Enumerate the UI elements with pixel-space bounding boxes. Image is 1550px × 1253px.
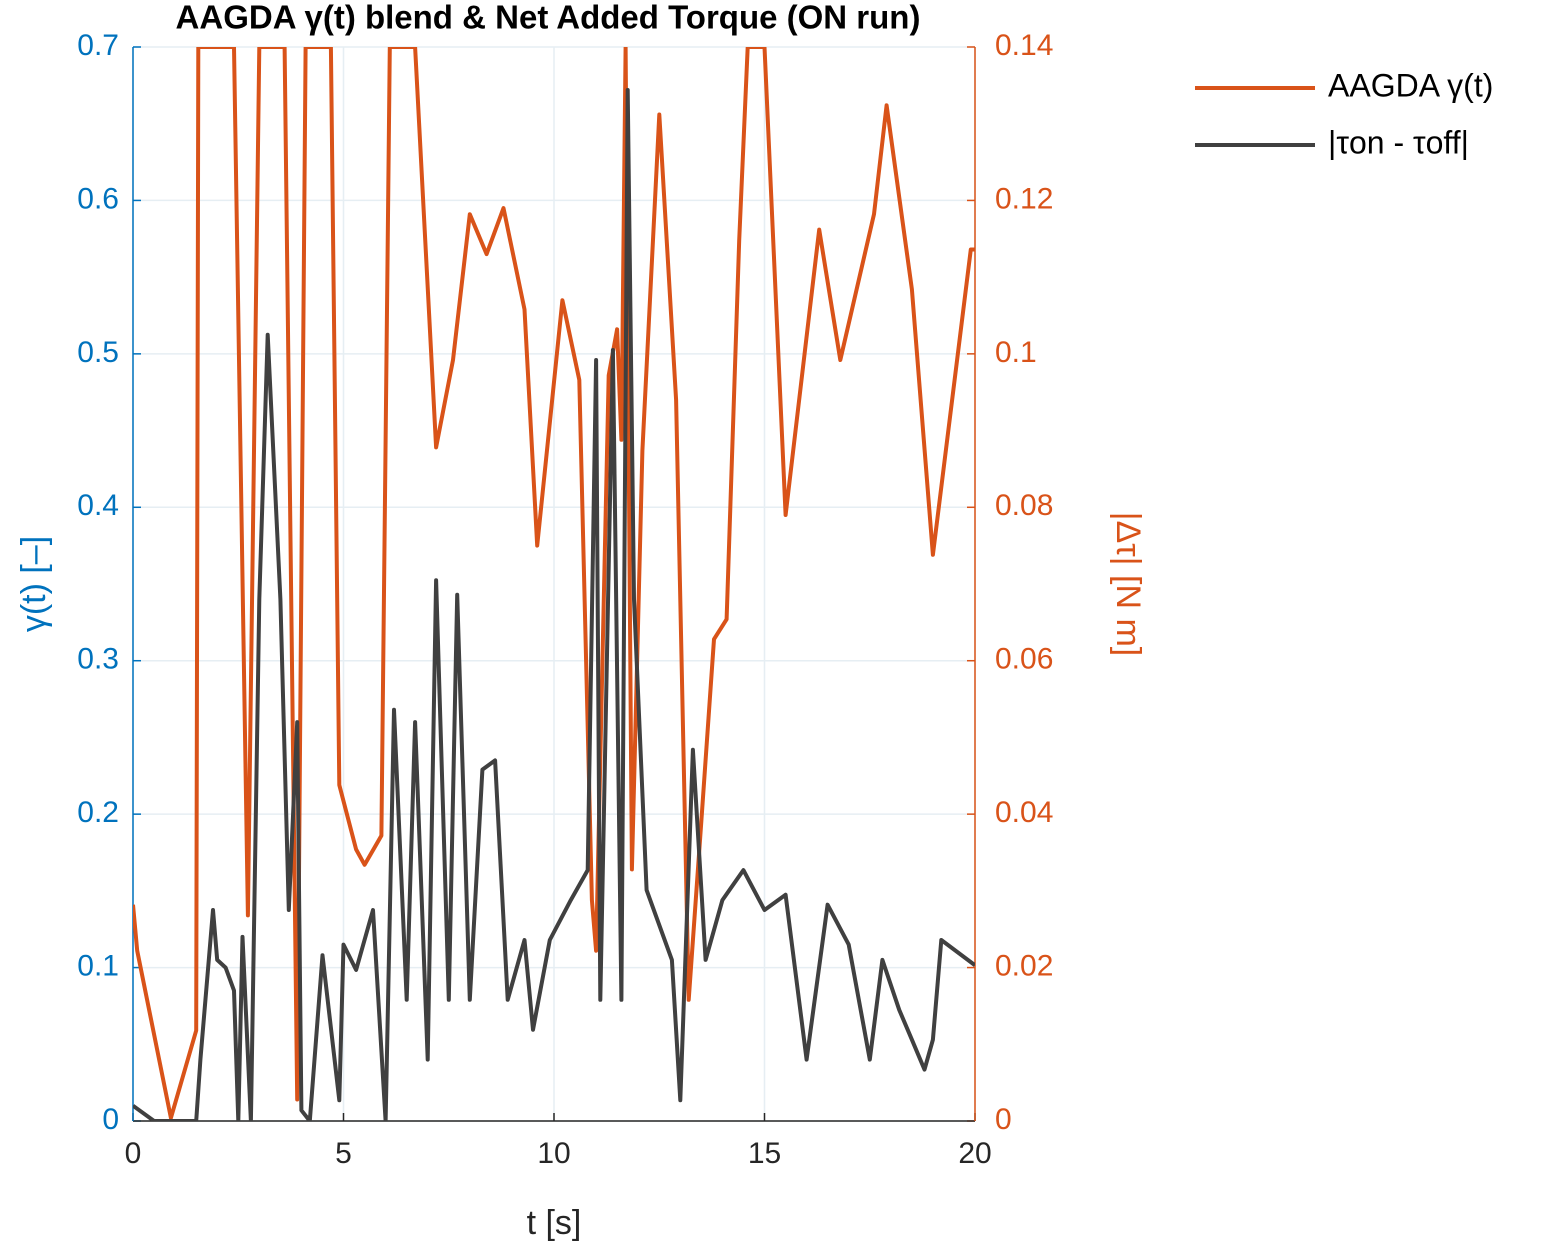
series-line <box>133 47 975 1120</box>
y2-tick-label: 0.04 <box>995 796 1053 829</box>
y-axis-label: γ(t) [–] <box>15 536 53 632</box>
legend-label: |τon - τoff| <box>1328 124 1469 160</box>
x-tick-label: 10 <box>537 1137 570 1170</box>
x-tick-label: 0 <box>125 1137 142 1170</box>
y-tick-label: 0.2 <box>77 796 119 829</box>
y-tick-label: 0.1 <box>77 949 119 982</box>
y-tick-label: 0 <box>102 1103 119 1136</box>
x-tick-label: 20 <box>958 1137 991 1170</box>
x-tick-label: 15 <box>748 1137 781 1170</box>
y2-axis-label: |Δτ| [N m] <box>1109 512 1147 656</box>
plot-lines <box>133 47 975 1121</box>
y-tick-label: 0.4 <box>77 489 119 522</box>
y2-tick-label: 0.02 <box>995 949 1053 982</box>
y-tick-label: 0.7 <box>77 29 119 62</box>
series-line <box>133 88 975 1121</box>
chart-title: AAGDA γ(t) blend & Net Added Torque (ON … <box>176 0 921 36</box>
y2-tick-label: 0.12 <box>995 182 1053 215</box>
x-axis-label: t [s] <box>527 1204 582 1242</box>
y2-tick-label: 0 <box>995 1103 1012 1136</box>
y2-tick-label: 0.08 <box>995 489 1053 522</box>
y2-tick-label: 0.14 <box>995 29 1053 62</box>
y2-tick-label: 0.1 <box>995 336 1037 369</box>
y-tick-label: 0.6 <box>77 182 119 215</box>
y-tick-label: 0.3 <box>77 643 119 676</box>
legend-label: AAGDA γ(t) <box>1328 67 1493 103</box>
x-tick-label: 5 <box>335 1137 352 1170</box>
y2-tick-label: 0.06 <box>995 643 1053 676</box>
y-tick-label: 0.5 <box>77 336 119 369</box>
